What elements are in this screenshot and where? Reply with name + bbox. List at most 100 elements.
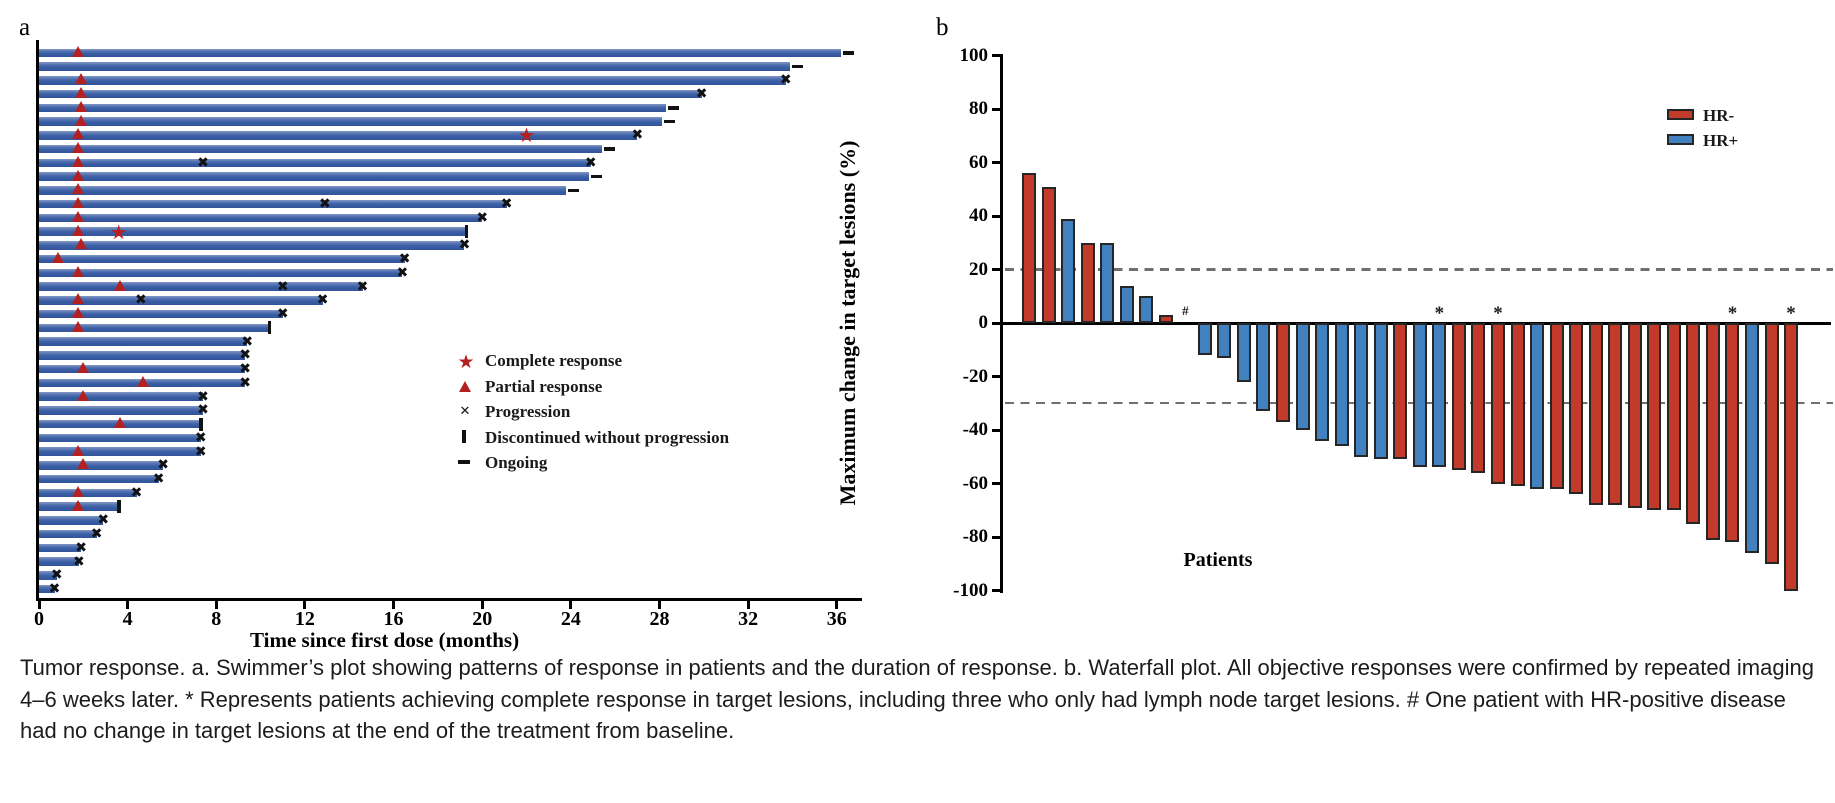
bar-legend-icon bbox=[455, 427, 477, 447]
waterfall-y-tick-label: -40 bbox=[962, 419, 988, 440]
swimmer-x-tick-label: 12 bbox=[294, 608, 315, 630]
x-legend-icon: ✕ bbox=[455, 401, 477, 421]
progression-x-icon: ✖ bbox=[398, 251, 411, 268]
star-legend-icon: ★ bbox=[455, 350, 477, 373]
swimmer-bar bbox=[39, 584, 55, 594]
swimmer-bar bbox=[39, 199, 507, 209]
waterfall-y-tick bbox=[992, 214, 1000, 218]
waterfall-bar bbox=[1061, 218, 1076, 323]
waterfall-plot: 100 80 60 40 20 0 -20 -40 -60 -80 -100 # * * * * bbox=[953, 45, 1833, 601]
swimmer-x-tick bbox=[303, 601, 307, 609]
waterfall-bar bbox=[1197, 323, 1212, 356]
waterfall-y-tick-label: -60 bbox=[962, 472, 988, 494]
progression-x-icon: ✖ bbox=[157, 457, 169, 474]
progression-x-icon: ✖ bbox=[239, 361, 251, 378]
partial-response-triangle-icon bbox=[72, 155, 85, 167]
swimmer-bar bbox=[39, 433, 201, 443]
waterfall-y-tick-label: 0 bbox=[978, 312, 989, 333]
swimmer-x-tick-label: 36 bbox=[826, 608, 847, 630]
partial-response-triangle-icon bbox=[76, 362, 89, 374]
progression-x-icon: ✖ bbox=[584, 154, 597, 171]
waterfall-bar bbox=[1373, 323, 1388, 460]
swimmer-bar bbox=[39, 254, 405, 264]
progression-x-icon: ✖ bbox=[194, 443, 207, 460]
progression-x-icon: ✖ bbox=[241, 333, 254, 350]
swimmer-legend-label: Discontinued without progression bbox=[485, 427, 730, 447]
triangle-glyph bbox=[459, 380, 471, 392]
x-glyph: ✕ bbox=[459, 404, 471, 419]
ongoing-dash-icon bbox=[590, 174, 602, 179]
waterfall-y-tick-label: -80 bbox=[962, 526, 988, 547]
swimmer-bar bbox=[39, 131, 638, 140]
ongoing-dash-icon bbox=[668, 106, 680, 110]
panel-a-label: a bbox=[19, 14, 31, 41]
swimmer-bar bbox=[39, 337, 248, 346]
swimmer-bar bbox=[39, 89, 702, 99]
progression-x-icon: ✖ bbox=[239, 374, 251, 391]
swimmer-bar bbox=[39, 392, 203, 401]
dash-glyph bbox=[458, 460, 470, 464]
waterfall-bar bbox=[1334, 323, 1349, 447]
waterfall-bar bbox=[1315, 323, 1330, 441]
waterfall-bar bbox=[1627, 323, 1642, 508]
panel-b-label: b bbox=[936, 14, 949, 41]
swimmer-x-tick bbox=[569, 601, 573, 609]
waterfall-bar bbox=[1276, 323, 1291, 422]
progression-x-icon: ✖ bbox=[73, 553, 85, 570]
partial-response-triangle-icon bbox=[72, 224, 85, 236]
waterfall-bar bbox=[1744, 323, 1759, 554]
complete-response-star-annotation: * bbox=[1727, 303, 1738, 324]
complete-response-star-icon: ★ bbox=[109, 219, 128, 244]
discontinued-bar-icon bbox=[117, 500, 121, 514]
waterfall-y-tick bbox=[992, 428, 1000, 432]
progression-x-icon: ✖ bbox=[500, 196, 513, 213]
progression-x-icon: ✖ bbox=[779, 72, 792, 89]
partial-response-triangle-icon bbox=[72, 265, 85, 277]
waterfall-bar bbox=[1041, 186, 1056, 323]
partial-response-triangle-icon bbox=[72, 485, 85, 497]
swimmer-x-tick bbox=[214, 601, 218, 609]
progression-x-icon: ✖ bbox=[239, 347, 251, 364]
swimmer-x-tick bbox=[746, 601, 750, 609]
waterfall-bar bbox=[1471, 323, 1486, 473]
swimmer-bar bbox=[39, 323, 270, 333]
partial-response-triangle-icon bbox=[72, 444, 85, 456]
waterfall-bar bbox=[1100, 242, 1115, 323]
swimmer-x-tick bbox=[126, 601, 130, 609]
swimmer-plot: 0 4 8 12 16 20 24 28 32 36 ✖ ✖ ✖ ★ ✖ ✖ ✖ ✖ ✖ ★ ✖ ✖ ✖ ✖ ✖ ✖ ✖ ✖ ✖ ✖ ✖ ✖ ✖… bbox=[0, 0, 900, 660]
waterfall-bar bbox=[1080, 242, 1095, 323]
ongoing-dash-icon bbox=[568, 188, 580, 193]
waterfall-y-tick bbox=[992, 107, 1000, 111]
swimmer-bar bbox=[39, 186, 567, 195]
waterfall-y-tick bbox=[992, 535, 1000, 539]
swimmer-x-axis bbox=[36, 598, 862, 601]
swimmer-bar bbox=[39, 62, 791, 71]
swimmer-bar bbox=[39, 158, 591, 168]
swimmer-bar bbox=[39, 48, 842, 58]
partial-response-triangle-icon bbox=[72, 197, 85, 209]
partial-response-triangle-icon bbox=[72, 499, 85, 511]
waterfall-bar bbox=[1022, 173, 1036, 323]
progression-x-icon: ✖ bbox=[152, 471, 165, 488]
partial-response-triangle-icon bbox=[72, 307, 85, 319]
waterfall-bar bbox=[1393, 323, 1408, 460]
legend-swatch bbox=[1667, 133, 1694, 145]
waterfall-bar bbox=[1236, 323, 1251, 382]
swimmer-bar bbox=[39, 529, 97, 539]
waterfall-y-tick bbox=[992, 375, 1000, 378]
progression-x-icon: ✖ bbox=[197, 388, 209, 405]
swimmer-bar bbox=[39, 461, 164, 470]
progression-x-icon: ✖ bbox=[48, 581, 61, 598]
waterfall-y-tick-label: 40 bbox=[969, 205, 988, 226]
progression-x-icon: ✖ bbox=[695, 86, 708, 103]
progression-x-icon: ✖ bbox=[194, 429, 207, 446]
progression-x-icon: ✖ bbox=[135, 292, 147, 309]
waterfall-bar bbox=[1588, 323, 1603, 505]
swimmer-x-tick-label: 32 bbox=[738, 608, 759, 630]
waterfall-bar bbox=[1490, 323, 1505, 484]
progression-x-icon: ✖ bbox=[276, 306, 289, 323]
waterfall-bar bbox=[1217, 323, 1232, 358]
complete-response-star-annotation: * bbox=[1786, 303, 1796, 324]
swimmer-bar bbox=[39, 571, 57, 580]
swimmer-bar bbox=[39, 351, 246, 360]
